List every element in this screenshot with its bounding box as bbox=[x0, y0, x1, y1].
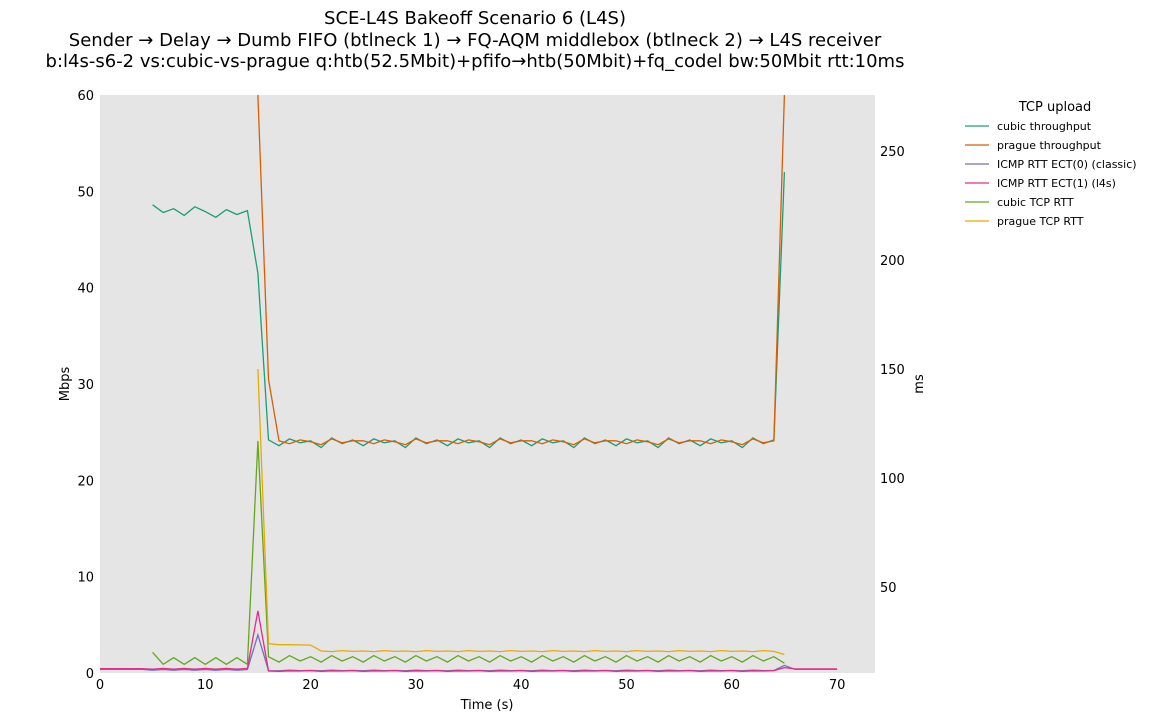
y-tick-label: 40 bbox=[77, 282, 94, 297]
y-tick-label: 30 bbox=[77, 378, 94, 393]
chart-title: SCE-L4S Bakeoff Scenario 6 (L4S) bbox=[324, 8, 626, 29]
legend-label: ICMP RTT ECT(1) (l4s) bbox=[997, 177, 1116, 190]
y-axis-label: Mbps bbox=[58, 367, 73, 402]
y-tick-label: 10 bbox=[77, 571, 94, 586]
chart-subtitle: Sender → Delay → Dumb FIFO (btlneck 1) →… bbox=[69, 30, 882, 51]
x-tick-label: 50 bbox=[618, 678, 635, 693]
legend-label: cubic TCP RTT bbox=[997, 196, 1074, 209]
y2-tick-label: 100 bbox=[880, 472, 905, 487]
y2-axis-label: ms bbox=[912, 374, 927, 394]
y-tick-label: 60 bbox=[77, 89, 94, 104]
x-axis-label: Time (s) bbox=[460, 698, 514, 713]
series-line bbox=[100, 610, 838, 672]
series-line bbox=[257, 95, 786, 446]
x-tick-label: 40 bbox=[513, 678, 530, 693]
y2-tick-label: 150 bbox=[880, 363, 905, 378]
plot-lines bbox=[100, 95, 838, 672]
legend-label: prague throughput bbox=[997, 139, 1102, 152]
y2-tick-label: 250 bbox=[880, 145, 905, 160]
x-tick-label: 60 bbox=[724, 678, 741, 693]
plot-area bbox=[100, 95, 875, 673]
x-tick-label: 10 bbox=[197, 678, 214, 693]
y-tick-label: 0 bbox=[86, 667, 94, 682]
y2-tick-label: 50 bbox=[880, 581, 897, 596]
x-tick-label: 20 bbox=[302, 678, 319, 693]
y-tick-label: 20 bbox=[77, 474, 94, 489]
y-tick-label: 50 bbox=[77, 185, 94, 200]
series-line bbox=[257, 368, 785, 656]
y2-tick-label: 200 bbox=[880, 254, 905, 269]
legend-label: prague TCP RTT bbox=[997, 215, 1084, 228]
legend-label: ICMP RTT ECT(0) (classic) bbox=[997, 158, 1137, 171]
x-tick-label: 0 bbox=[96, 678, 104, 693]
series-line bbox=[152, 440, 785, 666]
chart-subtitle: b:l4s-s6-2 vs:cubic-vs-prague q:htb(52.5… bbox=[46, 51, 905, 72]
legend-title: TCP upload bbox=[1018, 100, 1092, 115]
x-tick-label: 70 bbox=[829, 678, 846, 693]
legend-label: cubic throughput bbox=[997, 120, 1092, 133]
series-line bbox=[152, 172, 786, 449]
x-tick-label: 30 bbox=[408, 678, 425, 693]
